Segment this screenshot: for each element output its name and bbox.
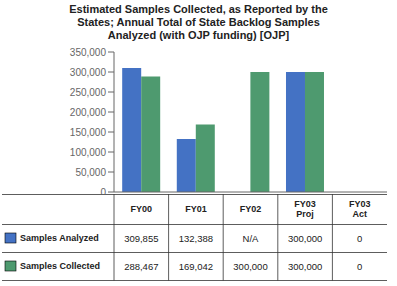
svg-text:288,467: 288,467 — [124, 261, 158, 272]
svg-text:350,000: 350,000 — [70, 47, 107, 58]
svg-text:Samples Analyzed: Samples Analyzed — [20, 233, 99, 243]
svg-text:169,042: 169,042 — [179, 261, 213, 272]
svg-text:0: 0 — [100, 187, 106, 194]
svg-text:FY01: FY01 — [185, 204, 207, 214]
svg-text:100,000: 100,000 — [70, 147, 107, 158]
svg-text:200,000: 200,000 — [70, 107, 107, 118]
svg-text:0: 0 — [357, 233, 362, 244]
svg-text:309,855: 309,855 — [124, 233, 158, 244]
svg-text:132,388: 132,388 — [179, 233, 213, 244]
html-text:Analyzed (with OJP funding) [O: Analyzed (with OJP funding) [OJP] — [107, 29, 290, 41]
svg-text:300,000: 300,000 — [288, 261, 322, 272]
svg-text:0: 0 — [357, 261, 362, 272]
svg-text:FY03Proj: FY03Proj — [294, 199, 316, 219]
svg-text:FY03Act: FY03Act — [349, 199, 371, 219]
html-text:States; Annual Total of State: States; Annual Total of State Backlog Sa… — [77, 16, 320, 28]
svg-text:150,000: 150,000 — [70, 127, 107, 138]
html-text:Estimated Samples Collected, a: Estimated Samples Collected, as Reported… — [69, 3, 328, 15]
svg-text:FY02: FY02 — [240, 204, 262, 214]
svg-text:250,000: 250,000 — [70, 87, 107, 98]
svg-text:300,000: 300,000 — [70, 67, 107, 78]
svg-text:FY00: FY00 — [131, 204, 153, 214]
svg-text:300,000: 300,000 — [233, 261, 267, 272]
svg-text:Samples Collected: Samples Collected — [20, 261, 100, 271]
svg-text:N/A: N/A — [243, 233, 260, 244]
svg-text:50,000: 50,000 — [75, 167, 106, 178]
svg-text:300,000: 300,000 — [288, 233, 322, 244]
